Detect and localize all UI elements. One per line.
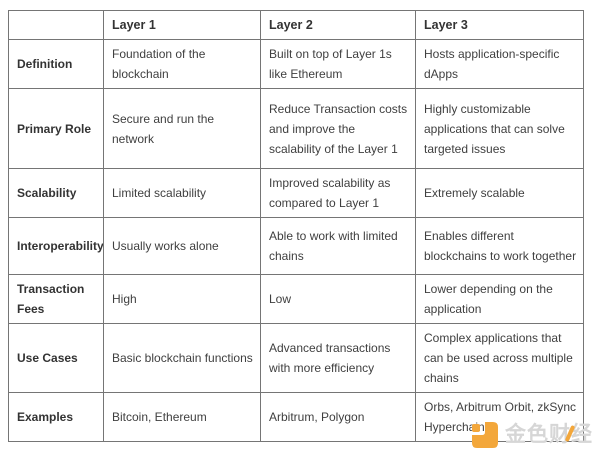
table-row-transaction-fees: Transaction Fees High Low Lower dependin… bbox=[8, 274, 584, 324]
cell-primary-role-layer1: Secure and run the network bbox=[103, 88, 261, 169]
cell-primary-role-layer2: Reduce Transaction costs and improve the… bbox=[260, 88, 416, 169]
row-label: Use Cases bbox=[8, 323, 104, 393]
cell-definition-layer3: Hosts application-specific dApps bbox=[415, 39, 584, 89]
corner-cell bbox=[8, 10, 104, 40]
table-row-examples: Examples Bitcoin, Ethereum Arbitrum, Pol… bbox=[8, 392, 584, 442]
cell-scalability-layer1: Limited scalability bbox=[103, 168, 261, 218]
jinse-logo-icon bbox=[472, 422, 498, 448]
cell-interoperability-layer2: Able to work with limited chains bbox=[260, 217, 416, 275]
cell-examples-layer2: Arbitrum, Polygon bbox=[260, 392, 416, 442]
column-header-layer2: Layer 2 bbox=[260, 10, 416, 40]
table-row-definition: Definition Foundation of the blockchain … bbox=[8, 39, 584, 89]
cell-use-cases-layer2: Advanced transactions with more efficien… bbox=[260, 323, 416, 393]
cell-examples-layer3: Orbs, Arbitrum Orbit, zkSync Hyperchains bbox=[415, 392, 584, 442]
jinse-finance-logo: 金色财经 bbox=[472, 420, 593, 450]
cell-transaction-fees-layer2: Low bbox=[260, 274, 416, 324]
cell-use-cases-layer3: Complex applications that can be used ac… bbox=[415, 323, 584, 393]
column-header-layer1: Layer 1 bbox=[103, 10, 261, 40]
header-row: Layer 1 Layer 2 Layer 3 bbox=[8, 10, 584, 40]
cell-definition-layer1: Foundation of the blockchain bbox=[103, 39, 261, 89]
row-label: Interoperability bbox=[8, 217, 104, 275]
cell-definition-layer2: Built on top of Layer 1s like Ethereum bbox=[260, 39, 416, 89]
cell-examples-layer1: Bitcoin, Ethereum bbox=[103, 392, 261, 442]
table-row-use-cases: Use Cases Basic blockchain functions Adv… bbox=[8, 323, 584, 393]
column-header-layer3: Layer 3 bbox=[415, 10, 584, 40]
cell-primary-role-layer3: Highly customizable applications that ca… bbox=[415, 88, 584, 169]
cell-transaction-fees-layer3: Lower depending on the application bbox=[415, 274, 584, 324]
logo-text-accent: 经 bbox=[571, 423, 593, 446]
logo-text-main: 金色财 bbox=[505, 423, 571, 446]
cell-scalability-layer3: Extremely scalable bbox=[415, 168, 584, 218]
jinse-logo-text: 金色财经 bbox=[505, 422, 593, 448]
row-label: Transaction Fees bbox=[8, 274, 104, 324]
table-row-primary-role: Primary Role Secure and run the network … bbox=[8, 88, 584, 169]
table-row-interoperability: Interoperability Usually works alone Abl… bbox=[8, 217, 584, 275]
layer-comparison-table: Layer 1 Layer 2 Layer 3 Definition Found… bbox=[8, 10, 584, 442]
table-row-scalability: Scalability Limited scalability Improved… bbox=[8, 168, 584, 218]
cell-transaction-fees-layer1: High bbox=[103, 274, 261, 324]
cell-use-cases-layer1: Basic blockchain functions bbox=[103, 323, 261, 393]
row-label: Definition bbox=[8, 39, 104, 89]
row-label: Scalability bbox=[8, 168, 104, 218]
row-label: Examples bbox=[8, 392, 104, 442]
row-label: Primary Role bbox=[8, 88, 104, 169]
cell-scalability-layer2: Improved scalability as compared to Laye… bbox=[260, 168, 416, 218]
cell-interoperability-layer3: Enables different blockchains to work to… bbox=[415, 217, 584, 275]
cell-interoperability-layer1: Usually works alone bbox=[103, 217, 261, 275]
